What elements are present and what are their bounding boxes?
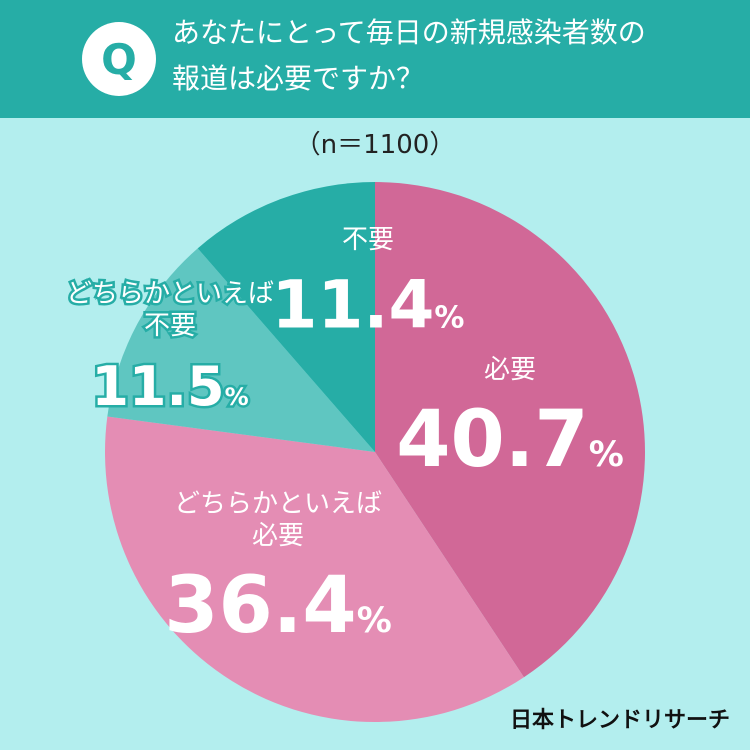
- q-badge: Q: [82, 22, 156, 96]
- question-text: あなたにとって毎日の新規感染者数の 報道は必要ですか？: [172, 10, 732, 102]
- slice-label-group: 不要 11.4%: [272, 225, 465, 344]
- slice-category-label: 必要: [484, 355, 536, 385]
- slice-value-label: 40.7%: [396, 395, 624, 485]
- question-header: Q あなたにとって毎日の新規感染者数の 報道は必要ですか？: [0, 0, 750, 118]
- slice-category-label: 不要: [144, 311, 196, 341]
- pie-slice: [104, 416, 524, 722]
- question-line-2: 報道は必要ですか？: [172, 62, 425, 95]
- slice-label-group: 必要 40.7%: [396, 355, 624, 485]
- slice-category-label: 必要: [252, 521, 304, 551]
- question-line-1: あなたにとって毎日の新規感染者数の: [172, 16, 646, 49]
- slice-category-label: どちらかといえば: [66, 279, 274, 309]
- pie-slice: [197, 182, 375, 452]
- slice-value-label: 36.4%: [164, 561, 392, 651]
- sample-size-label: （n＝1100）: [294, 130, 456, 160]
- pie-slice: [375, 182, 645, 678]
- slice-category-label: どちらかといえば: [174, 489, 382, 519]
- slice-value-label: 11.4%: [272, 267, 465, 344]
- slice-category-label: 不要: [342, 225, 394, 255]
- slice-value-label: 11.5%: [91, 355, 248, 418]
- pie-slice: [107, 248, 376, 452]
- brand-logo: 日本トレンドリサーチ: [509, 708, 730, 733]
